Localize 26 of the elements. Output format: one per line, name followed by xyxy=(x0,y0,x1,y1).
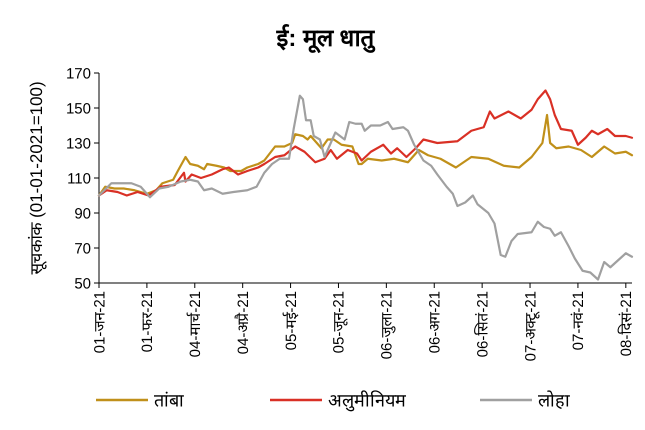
y-tick-label: 130 xyxy=(66,135,91,152)
x-tick-label: 04-अप्रै-21 xyxy=(234,291,252,354)
x-tick-label: 06-जुला-21 xyxy=(378,291,397,360)
y-tick-label: 110 xyxy=(67,170,91,188)
legend-label: लोहा xyxy=(538,389,570,410)
x-tick-label: 06-अग-21 xyxy=(426,291,444,354)
legend-label: अलुमीनियम xyxy=(328,389,407,412)
x-tick-label: 06-सितं-21 xyxy=(473,291,492,358)
x-tick-label: 07-अक्टू-21 xyxy=(522,291,540,362)
line-series xyxy=(98,114,634,197)
x-tick-label: 07-नवं-21 xyxy=(570,291,588,350)
y-tick-label: 70 xyxy=(74,240,91,258)
x-tick-label: 08-दिसं-21 xyxy=(617,291,636,356)
y-axis-title: सूचकांक (01-01-2021=100) xyxy=(27,81,47,275)
x-tick-label: 01-जन-21 xyxy=(91,291,108,354)
y-tick-label: 50 xyxy=(74,275,91,292)
x-tick-label: 01-फर-21 xyxy=(139,291,156,352)
y-tick-label: 170 xyxy=(66,65,91,82)
x-tick-label: 05-जून-21 xyxy=(330,291,349,354)
y-tick-label: 90 xyxy=(74,205,91,222)
x-tick-label: 05-मई-21 xyxy=(282,291,300,350)
x-tick-label: 04-मार्च-21 xyxy=(186,291,204,358)
line-series xyxy=(98,94,634,281)
y-tick-label: 150 xyxy=(66,100,91,118)
legend-label: तांबा xyxy=(154,390,184,410)
chart-title: ई: मूल धातु xyxy=(275,24,376,54)
